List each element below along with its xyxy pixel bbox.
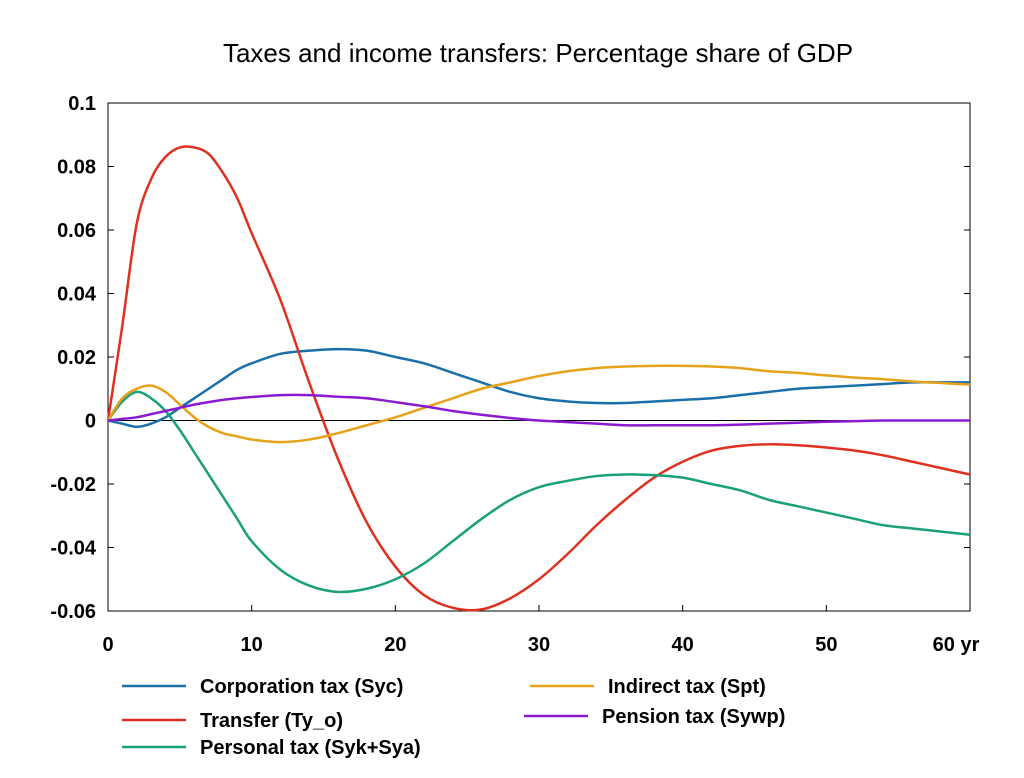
series-line-2 [106, 145, 971, 612]
legend: Corporation tax (Syc) Transfer (Ty_o) Pers… [122, 676, 785, 759]
legend-label: Corporation tax (Syc) [200, 676, 403, 698]
x-tick-label: 0 [102, 634, 113, 656]
x-tick-label: 60 yr [933, 634, 980, 656]
series-line-1 [107, 347, 970, 429]
y-tick-label: 0.02 [57, 347, 96, 369]
y-tick-label: -0.02 [50, 474, 96, 496]
y-tick-label: 0.1 [68, 93, 96, 115]
axes: 0.1 0.08 0.06 0.04 0.02 0 -0.02 -0.04 -0.06 0 10 20… [50, 93, 979, 656]
series-line-3 [106, 390, 971, 594]
series-line-5 [107, 393, 970, 427]
plot-area-frame [107, 102, 971, 612]
legend-label: Transfer (Ty_o) [200, 710, 343, 732]
legend-label: Personal tax (Syk+Sya) [200, 737, 421, 759]
legend-label: Indirect tax (Spt) [608, 676, 766, 698]
y-tick-label: -0.04 [50, 538, 96, 560]
x-tick-label: 40 [672, 634, 694, 656]
series-line-4 [106, 364, 971, 444]
y-tick-label: -0.06 [50, 601, 96, 623]
x-tick-label: 20 [384, 634, 406, 656]
y-tick-label: 0 [85, 411, 96, 433]
series-layer [106, 145, 971, 612]
x-tick-label: 50 [815, 634, 837, 656]
x-tick-label: 30 [528, 634, 550, 656]
y-tick-label: 0.04 [57, 284, 97, 306]
chart-title: Taxes and income transfers: Percentage s… [223, 38, 853, 68]
y-tick-label: 0.06 [57, 220, 96, 242]
legend-label: Pension tax (Sywp) [602, 706, 785, 728]
x-tick-label: 10 [241, 634, 263, 656]
y-tick-label: 0.08 [57, 157, 96, 179]
